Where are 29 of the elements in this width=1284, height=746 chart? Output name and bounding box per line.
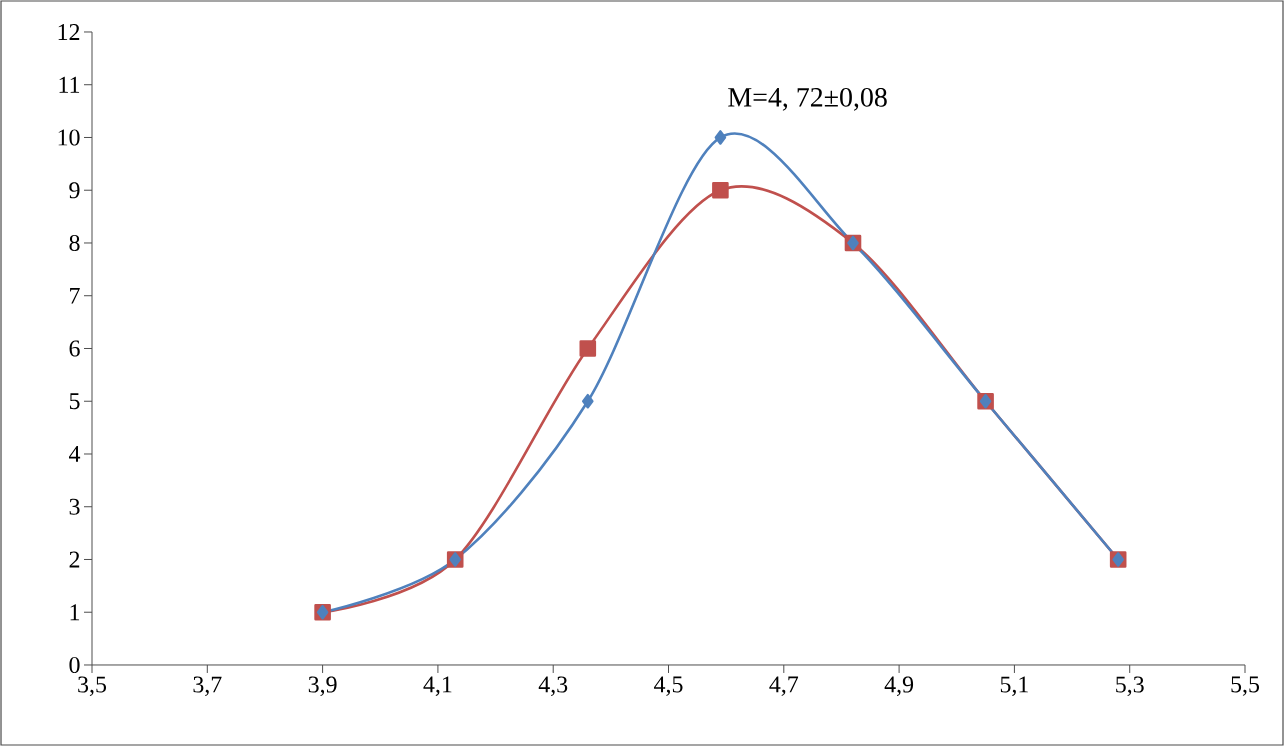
point	[582, 393, 594, 409]
y-tick-label: 12	[58, 24, 80, 40]
annotation: M=4, 72±0,08	[728, 87, 887, 111]
y-tick-label: 3	[69, 498, 80, 515]
y-tick-label: 0	[69, 656, 80, 674]
y-tick-label: 10	[58, 129, 80, 146]
y-tick-label: 2	[69, 551, 80, 568]
x-tick-label: 4,1	[423, 676, 452, 696]
y-tick-label: 8	[69, 234, 80, 252]
y-tick-label: 5	[69, 393, 80, 410]
point	[712, 181, 729, 199]
point	[714, 130, 727, 145]
x-tick-label: 3,9	[308, 676, 337, 697]
x-tick-label: 3,5	[78, 676, 107, 697]
y-tick-label: 4	[69, 446, 81, 462]
y-tick-label: 7	[70, 287, 80, 304]
y-tick-label: 11	[59, 76, 80, 93]
x-tick-label: 5,1	[1000, 676, 1028, 696]
y-tick-label: 9	[69, 182, 80, 199]
y-tick-label: 1	[70, 604, 80, 621]
x-tick-label: 5,5	[1231, 676, 1260, 696]
x-tick-label: 4,3	[538, 676, 568, 697]
x-tick-label: 3,7	[193, 676, 222, 697]
point	[579, 340, 597, 357]
x-tick-label: 4,7	[769, 676, 799, 696]
x-tick-label: 4,5	[654, 676, 683, 696]
x-tick-label: 5,3	[1116, 676, 1144, 697]
y-tick-label: 6	[69, 340, 80, 357]
x-tick-label: 4,9	[884, 676, 914, 697]
